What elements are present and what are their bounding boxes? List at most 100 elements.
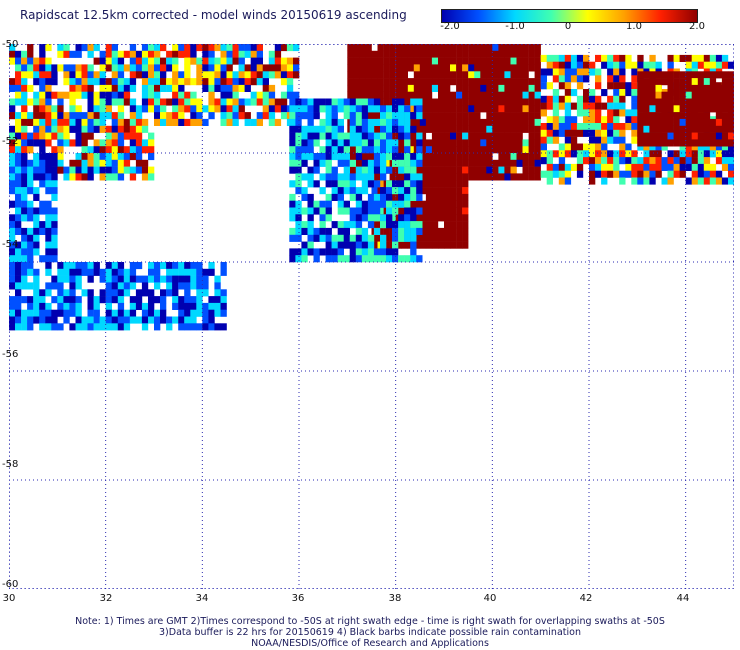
map-cell xyxy=(313,248,320,256)
map-cell xyxy=(637,91,644,99)
map-cell xyxy=(15,146,22,154)
map-cell xyxy=(679,71,686,79)
map-cell xyxy=(492,50,499,58)
map-cell xyxy=(468,173,475,181)
map-cell xyxy=(679,118,686,126)
map-cell xyxy=(148,132,155,140)
map-cell xyxy=(589,170,596,178)
map-cell xyxy=(498,71,505,79)
map-cell xyxy=(69,105,76,113)
map-cell xyxy=(301,207,308,215)
map-cell xyxy=(33,64,40,72)
map-cell xyxy=(480,173,487,181)
map-cell xyxy=(410,180,417,188)
map-cell xyxy=(45,268,52,276)
map-cell xyxy=(410,248,417,256)
map-cell xyxy=(386,105,393,113)
map-cell xyxy=(27,132,34,140)
map-cell xyxy=(404,146,411,154)
map-cell xyxy=(21,159,28,167)
map-cell xyxy=(289,207,296,215)
map-cell xyxy=(256,112,263,120)
map-cell xyxy=(232,105,239,113)
map-cell xyxy=(307,180,314,188)
map-cell xyxy=(504,105,511,113)
map-cell xyxy=(15,248,22,256)
map-cell xyxy=(196,309,203,317)
map-cell xyxy=(87,71,94,79)
map-cell xyxy=(510,64,517,72)
map-cell xyxy=(697,143,705,151)
map-cell xyxy=(583,102,590,110)
map-cell xyxy=(498,146,505,154)
map-cell xyxy=(576,170,584,178)
map-cell xyxy=(141,173,149,181)
map-cell xyxy=(21,91,28,99)
map-cell xyxy=(419,200,427,208)
map-cell xyxy=(214,309,221,317)
map-cell xyxy=(395,71,402,79)
map-cell xyxy=(105,98,112,106)
map-cell xyxy=(154,78,161,86)
map-cell xyxy=(468,118,475,126)
map-cell xyxy=(39,146,46,154)
map-cell xyxy=(613,116,620,124)
map-cell xyxy=(534,118,541,126)
map-cell xyxy=(93,309,100,317)
map-cell xyxy=(349,248,356,256)
map-cell xyxy=(178,316,185,324)
map-cell xyxy=(522,125,529,133)
map-cell xyxy=(703,150,711,158)
map-cell xyxy=(39,200,46,208)
map-cell xyxy=(631,163,638,171)
map-cell xyxy=(307,98,314,106)
map-cell xyxy=(274,57,282,65)
map-cell xyxy=(619,143,626,151)
map-cell xyxy=(105,132,112,140)
map-cell xyxy=(595,75,602,83)
map-cell xyxy=(450,214,457,222)
map-cell xyxy=(75,309,82,317)
map-cell xyxy=(337,241,344,249)
map-cell xyxy=(365,50,372,58)
map-cell xyxy=(75,78,82,86)
map-cell xyxy=(349,255,356,263)
map-cell xyxy=(480,91,487,99)
map-cell xyxy=(625,157,632,165)
map-cell xyxy=(721,105,729,113)
map-cell xyxy=(613,75,620,83)
map-cell xyxy=(492,112,499,120)
map-cell xyxy=(619,136,626,144)
map-cell xyxy=(613,89,620,97)
map-cell xyxy=(462,214,469,222)
map-cell xyxy=(721,54,729,62)
map-cell xyxy=(691,61,698,69)
map-cell xyxy=(528,153,535,161)
map-cell xyxy=(135,302,143,310)
map-cell xyxy=(21,64,28,72)
map-cell xyxy=(404,173,411,181)
map-cell xyxy=(583,61,590,69)
map-cell xyxy=(419,221,427,229)
map-cell xyxy=(172,275,179,283)
map-cell xyxy=(301,221,308,229)
map-cell xyxy=(631,123,638,131)
map-cell xyxy=(480,84,487,92)
map-cell xyxy=(172,98,179,106)
map-cell xyxy=(425,112,433,120)
map-cell xyxy=(51,125,58,133)
map-cell xyxy=(178,118,185,126)
map-cell xyxy=(214,71,221,79)
map-cell xyxy=(123,323,131,331)
map-cell xyxy=(325,207,332,215)
map-cell xyxy=(39,296,46,304)
map-cell xyxy=(111,296,118,304)
map-cell xyxy=(105,78,112,86)
map-cell xyxy=(81,153,88,161)
map-cell xyxy=(123,84,131,92)
map-cell xyxy=(15,84,22,92)
map-cell xyxy=(613,95,620,103)
map-cell xyxy=(474,173,481,181)
map-cell xyxy=(295,255,302,263)
map-cell xyxy=(667,132,674,140)
